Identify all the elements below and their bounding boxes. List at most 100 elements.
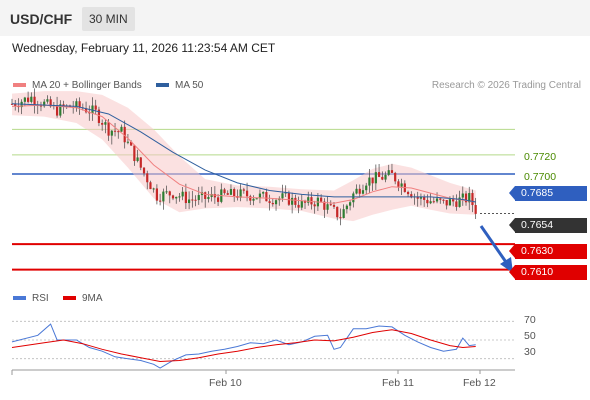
candle-body xyxy=(300,200,303,208)
level-badge-0-7630: 0.7630 xyxy=(509,244,587,259)
ma50-line xyxy=(11,103,476,203)
legend-item-ma50: MA 50 xyxy=(156,80,203,91)
rsi-panel xyxy=(11,320,515,369)
candle-body xyxy=(197,195,200,201)
candle-body xyxy=(426,199,429,204)
x-tick-feb10: Feb 10 xyxy=(209,377,242,389)
candle-body xyxy=(27,97,30,102)
legend-item-rsi: RSI xyxy=(13,293,49,304)
candle-body xyxy=(233,189,236,197)
candle-body xyxy=(284,192,287,194)
candle-body xyxy=(10,103,14,105)
candle-body xyxy=(429,201,432,204)
legend-label-rsi: RSI xyxy=(32,293,49,304)
bollinger-bands xyxy=(12,91,476,222)
candle-body xyxy=(75,101,78,108)
candle-body xyxy=(365,185,368,191)
candle-body xyxy=(423,196,426,200)
candle-body xyxy=(349,202,352,206)
candle-body xyxy=(339,217,342,219)
header-bar: USD/CHF 30 MIN xyxy=(0,0,590,36)
candle-body xyxy=(171,195,175,199)
candle-body xyxy=(107,122,110,136)
candle-body xyxy=(448,199,452,206)
candle-body xyxy=(46,99,49,102)
candle-body xyxy=(390,170,394,173)
candle-body xyxy=(117,131,120,133)
candle-body xyxy=(207,196,210,199)
candle-body xyxy=(91,105,94,114)
candle-body xyxy=(178,196,181,198)
candle-body xyxy=(471,193,474,206)
candle-body xyxy=(371,177,374,184)
candle-body xyxy=(387,170,390,175)
legend-swatch-ma20 xyxy=(13,83,26,88)
candle-body xyxy=(291,197,294,205)
legend-label-ma20: MA 20 + Bollinger Bands xyxy=(32,80,142,91)
candle-body xyxy=(223,189,226,194)
candle-body xyxy=(455,201,458,207)
candle-body xyxy=(394,172,397,182)
candle-body xyxy=(43,101,46,107)
legend-swatch-rsi xyxy=(13,296,26,301)
candle-body xyxy=(432,201,435,203)
candle-body xyxy=(400,183,403,187)
level-label-0-7700: 0.7700 xyxy=(524,171,557,183)
candle-body xyxy=(126,141,130,143)
rsi-tick-70: 70 xyxy=(524,314,536,326)
candle-body xyxy=(113,130,117,132)
level-lines xyxy=(12,128,515,271)
candle-body xyxy=(265,192,268,202)
forecast-arrow xyxy=(479,225,510,266)
candle-body xyxy=(139,157,142,168)
candle-body xyxy=(452,199,455,202)
candle-body xyxy=(310,197,313,205)
candle-body xyxy=(287,192,291,205)
candle-body xyxy=(123,126,126,143)
candle-body xyxy=(30,96,33,102)
candle-body xyxy=(345,205,348,210)
candle-body xyxy=(326,204,329,210)
candle-body xyxy=(184,191,187,204)
candle-body xyxy=(120,126,123,132)
candle-body xyxy=(410,194,413,198)
current-price-badge: 0.7654 xyxy=(509,218,587,233)
candle-body xyxy=(358,188,361,194)
candle-body xyxy=(313,204,316,207)
candle-body xyxy=(229,189,233,195)
x-tick-feb12: Feb 12 xyxy=(463,377,496,389)
candle-body xyxy=(181,191,184,197)
candle-body xyxy=(384,174,387,180)
timeframe-badge[interactable]: 30 MIN xyxy=(82,7,135,31)
candle-body xyxy=(281,193,284,199)
level-badge-0-7610: 0.7610 xyxy=(509,265,587,280)
candle-body xyxy=(165,191,168,193)
rsi-line xyxy=(11,323,476,369)
candle-body xyxy=(336,206,339,218)
x-tick-feb11: Feb 11 xyxy=(382,377,414,389)
candle-body xyxy=(294,197,297,205)
candle-body xyxy=(461,193,464,198)
candle-body xyxy=(110,130,113,136)
candle-body xyxy=(355,188,358,194)
candle-body xyxy=(377,172,381,177)
candle-body xyxy=(268,201,271,203)
candle-body xyxy=(213,193,216,198)
candle-body xyxy=(39,105,43,107)
chart-datetime: Wednesday, February 11, 2026 11:23:54 AM… xyxy=(12,41,276,55)
candle-body xyxy=(23,97,26,102)
candle-body xyxy=(258,193,262,199)
candle-body xyxy=(188,199,191,204)
candle-body xyxy=(168,191,171,196)
candle-body xyxy=(216,197,220,202)
candle-body xyxy=(149,182,152,190)
candle-body xyxy=(33,96,36,105)
candle-body xyxy=(416,196,419,199)
legend-item-ma20: MA 20 + Bollinger Bands xyxy=(13,80,142,91)
candle-body xyxy=(381,176,384,180)
candle-body xyxy=(249,196,252,201)
rsi-tick-50: 50 xyxy=(524,330,536,342)
candle-body xyxy=(406,191,410,195)
candle-body xyxy=(239,189,242,198)
